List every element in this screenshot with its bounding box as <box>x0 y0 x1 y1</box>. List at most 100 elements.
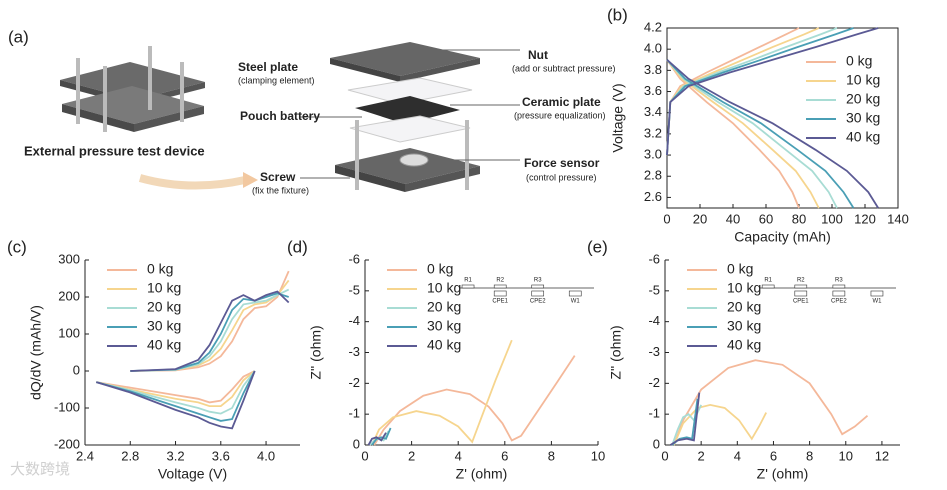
label-title: Pouch battery <box>240 109 320 123</box>
y-tick-label: -5 <box>348 282 360 297</box>
x-axis-label: Z' (ohm) <box>456 466 508 482</box>
circuit-element <box>493 284 507 289</box>
series-line <box>96 290 290 430</box>
y-tick-label: 300 <box>58 251 80 266</box>
x-tick-label: 3.2 <box>166 448 184 463</box>
circuit-inset: R1 R2 CPE1 R3 CPE2 W1 <box>760 278 896 305</box>
label-note: (add or subtract pressure) <box>512 63 616 73</box>
x-tick-label: 140 <box>887 211 909 226</box>
y-tick-label: -4 <box>348 313 360 328</box>
y-tick-label: -6 <box>348 251 360 266</box>
legend-label: 40 kg <box>846 129 880 145</box>
label-title: Force sensor <box>524 156 600 170</box>
x-tick-label: 2.4 <box>76 448 94 463</box>
circuit-element <box>832 290 846 297</box>
watermark: 大数跨境 <box>10 460 70 478</box>
panel-label: (c) <box>7 237 27 256</box>
x-tick-label: 12 <box>875 448 889 463</box>
y-tick-label: -3 <box>648 344 660 359</box>
circuit-label: CPE2 <box>530 299 546 305</box>
series-line <box>666 27 879 209</box>
x-tick-label: 2.8 <box>121 448 139 463</box>
x-tick-label: 2 <box>698 448 705 463</box>
panel-label: (e) <box>587 237 608 256</box>
circuit-inset: R1 R2 CPE1 R3 CPE2 W1 <box>460 278 594 305</box>
series-line <box>367 432 387 446</box>
device-caption: External pressure test device <box>24 143 205 158</box>
panel-label: (a) <box>8 27 29 46</box>
label-title: Screw <box>260 170 296 184</box>
circuit-element <box>832 284 846 289</box>
y-tick-label: -3 <box>348 344 360 359</box>
legend-label: 20 kg <box>147 299 181 315</box>
circuit-label: CPE1 <box>492 299 508 305</box>
y-axis-label: Z'' (ohm) <box>608 325 624 379</box>
circuit-element <box>531 284 545 289</box>
y-tick-label: 3.6 <box>644 83 662 98</box>
y-tick-label: -4 <box>648 313 660 328</box>
y-tick-label: -2 <box>348 375 360 390</box>
label-note: (pressure equalization) <box>514 110 606 120</box>
y-tick-label: 4.2 <box>644 19 662 34</box>
circuit-element <box>461 284 475 289</box>
circuit-label: CPE1 <box>793 299 809 305</box>
circuit-label: W1 <box>571 299 581 305</box>
x-tick-label: 100 <box>821 211 843 226</box>
x-tick-label: 4 <box>734 448 741 463</box>
y-tick-label: 100 <box>58 325 80 340</box>
y-tick-label: 3.4 <box>644 104 662 119</box>
y-tick-label: 3.8 <box>644 62 662 77</box>
y-tick-label: 0 <box>353 436 360 451</box>
legend-label: 0 kg <box>727 261 753 277</box>
x-tick-label: 120 <box>854 211 876 226</box>
legend-label: 20 kg <box>846 91 880 107</box>
x-tick-label: 8 <box>548 448 555 463</box>
x-tick-label: 0 <box>361 448 368 463</box>
y-tick-label: -1 <box>648 406 660 421</box>
x-tick-label: 2 <box>408 448 415 463</box>
x-tick-label: 60 <box>759 211 773 226</box>
circuit-label: CPE2 <box>831 299 847 305</box>
y-tick-label: 3.2 <box>644 125 662 140</box>
circuit-element <box>794 290 808 297</box>
y-tick-label: 0 <box>653 436 660 451</box>
legend-label: 30 kg <box>727 318 761 334</box>
label-note: (clamping element) <box>238 75 315 85</box>
x-tick-label: 10 <box>839 448 853 463</box>
x-tick-label: 80 <box>792 211 806 226</box>
circuit-element <box>870 290 884 297</box>
series-line <box>96 270 290 404</box>
label-title: Nut <box>528 48 548 62</box>
series-line <box>673 403 767 446</box>
y-axis-label: Z'' (ohm) <box>308 325 324 379</box>
series-line <box>96 288 290 415</box>
y-tick-label: 4.0 <box>644 41 662 56</box>
x-axis-label: Z' (ohm) <box>757 466 809 482</box>
legend-label: 0 kg <box>427 261 453 277</box>
y-tick-label: -100 <box>54 399 80 414</box>
y-tick-label: 2.6 <box>644 189 662 204</box>
label-title: Steel plate <box>238 60 298 74</box>
y-tick-label: -5 <box>648 282 660 297</box>
y-axis-label: Voltage (V) <box>610 83 626 152</box>
legend-label: 10 kg <box>727 280 761 296</box>
arrow-head <box>243 172 258 188</box>
legend-label: 10 kg <box>427 280 461 296</box>
label-title: Ceramic plate <box>522 95 601 109</box>
legend-label: 0 kg <box>846 53 872 69</box>
y-tick-label: -2 <box>648 375 660 390</box>
x-tick-label: 20 <box>693 211 707 226</box>
legend-label: 10 kg <box>147 280 181 296</box>
circuit-label: R2 <box>797 278 805 284</box>
circuit-element <box>531 290 545 297</box>
series-line <box>371 427 392 446</box>
device-sketch <box>60 46 205 132</box>
label-note: (fix the fixture) <box>252 185 309 195</box>
circuit-element <box>761 284 775 289</box>
circuit-element <box>568 290 582 297</box>
legend-label: 30 kg <box>427 318 461 334</box>
x-axis-label: Voltage (V) <box>158 466 227 482</box>
circuit-label: R3 <box>534 278 542 284</box>
x-axis-label: Capacity (mAh) <box>734 229 830 245</box>
